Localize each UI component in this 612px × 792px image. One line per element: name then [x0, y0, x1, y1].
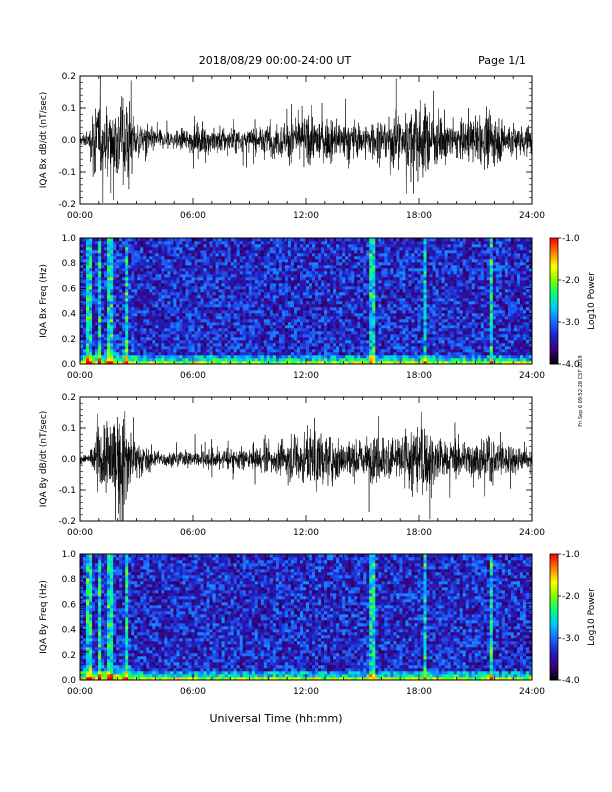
colorbar-tick-label: -1.0	[562, 550, 580, 560]
x-tick-label: 00:00	[67, 211, 93, 221]
y-tick-label: 0.6	[62, 284, 77, 294]
panel-4: 00:00 06:00 12:00 18:00 24:00 0.0 0.2 0.4 0.6 0.8…	[39, 550, 545, 697]
colorbar-tick-label: -2.0	[562, 276, 580, 286]
colorbar-2: -1.0 -2.0 -3.0 -4.0 Log10 Power	[549, 234, 597, 370]
x-tick-label: 12:00	[293, 211, 319, 221]
panel-1: 00:00 06:00 12:00 18:00 24:00 -0.2 -0.1 0.0 0.1 0…	[39, 72, 545, 221]
panel-3: 00:00 06:00 12:00 18:00 24:00 -0.2 -0.1 0.0 0.1 0…	[39, 393, 545, 538]
colorbar-tick-label: -4.0	[562, 360, 580, 370]
colorbar-tick-label: -3.0	[562, 634, 580, 644]
x-tick-label: 00:00	[67, 528, 93, 538]
y-tick-label: -0.1	[58, 168, 76, 178]
panels: 00:00 06:00 12:00 18:00 24:00 -0.2 -0.1 0.0 0.1 0…	[39, 72, 545, 697]
x-tick-label: 12:00	[293, 687, 319, 697]
x-tick-label: 24:00	[519, 211, 545, 221]
y-tick-label: 0.8	[62, 259, 77, 269]
y-tick-label: 0.1	[62, 424, 76, 434]
spectrogram	[80, 554, 532, 680]
y-tick-label: 0.0	[62, 455, 77, 465]
x-tick-label: 06:00	[180, 211, 206, 221]
x-tick-label: 12:00	[293, 371, 319, 381]
y-axis-label: IQA By dB/dt (nT/sec)	[39, 411, 49, 508]
y-tick-label: -0.1	[58, 486, 76, 496]
x-tick-label: 06:00	[180, 687, 206, 697]
y-tick-label: 1.0	[62, 550, 77, 560]
y-axis-label: IQA Bx dB/dt (nT/sec)	[39, 92, 49, 189]
x-tick-label: 24:00	[519, 528, 545, 538]
x-tick-label: 06:00	[180, 371, 206, 381]
y-tick-label: -0.2	[58, 517, 76, 527]
x-tick-label: 18:00	[406, 371, 432, 381]
panel-2: 00:00 06:00 12:00 18:00 24:00 0.0 0.2 0.4 0.6 0.8…	[39, 234, 545, 381]
y-axis-label: IQA Bx Freq (Hz)	[39, 264, 49, 338]
y-tick-label: 0.6	[62, 600, 77, 610]
colorbar-label: Log10 Power	[587, 272, 597, 330]
y-axis-label: IQA By Freq (Hz)	[39, 580, 49, 654]
page-indicator: Page 1/1	[478, 54, 526, 67]
y-tick-label: 0.0	[62, 136, 77, 146]
y-tick-label: 0.4	[62, 310, 77, 320]
y-tick-label: 0.2	[62, 393, 76, 403]
colorbar-tick-label: -2.0	[562, 592, 580, 602]
y-tick-label: 0.0	[62, 360, 77, 370]
x-axis-title: Universal Time (hh:mm)	[210, 712, 343, 725]
y-tick-label: -0.2	[58, 200, 76, 210]
colorbar-tick-label: -1.0	[562, 234, 580, 244]
y-tick-label: 0.0	[62, 676, 77, 686]
side-note: Fri Sep 6 09:52:28 CST 2019	[578, 355, 584, 426]
signal-trace	[80, 76, 532, 203]
colorbar-tick-label: -4.0	[562, 676, 580, 686]
x-tick-label: 00:00	[67, 371, 93, 381]
x-tick-label: 24:00	[519, 371, 545, 381]
spectrogram	[80, 238, 532, 364]
colorbar-tick-label: -3.0	[562, 318, 580, 328]
y-tick-label: 0.8	[62, 575, 77, 585]
colorbar-label: Log10 Power	[587, 588, 597, 646]
x-tick-label: 18:00	[406, 528, 432, 538]
y-tick-label: 0.4	[62, 626, 77, 636]
date-range-title: 2018/08/29 00:00-24:00 UT	[199, 54, 352, 67]
colorbar-4: -1.0 -2.0 -3.0 -4.0 Log10 Power	[549, 550, 597, 686]
signal-trace	[80, 411, 532, 521]
x-tick-label: 24:00	[519, 687, 545, 697]
x-tick-label: 12:00	[293, 528, 319, 538]
x-tick-label: 18:00	[406, 211, 432, 221]
x-tick-label: 00:00	[67, 687, 93, 697]
y-tick-label: 0.2	[62, 651, 76, 661]
y-tick-label: 1.0	[62, 234, 77, 244]
x-tick-label: 18:00	[406, 687, 432, 697]
y-tick-label: 0.2	[62, 72, 76, 82]
x-tick-label: 06:00	[180, 528, 206, 538]
y-tick-label: 0.1	[62, 104, 76, 114]
y-tick-label: 0.2	[62, 335, 76, 345]
